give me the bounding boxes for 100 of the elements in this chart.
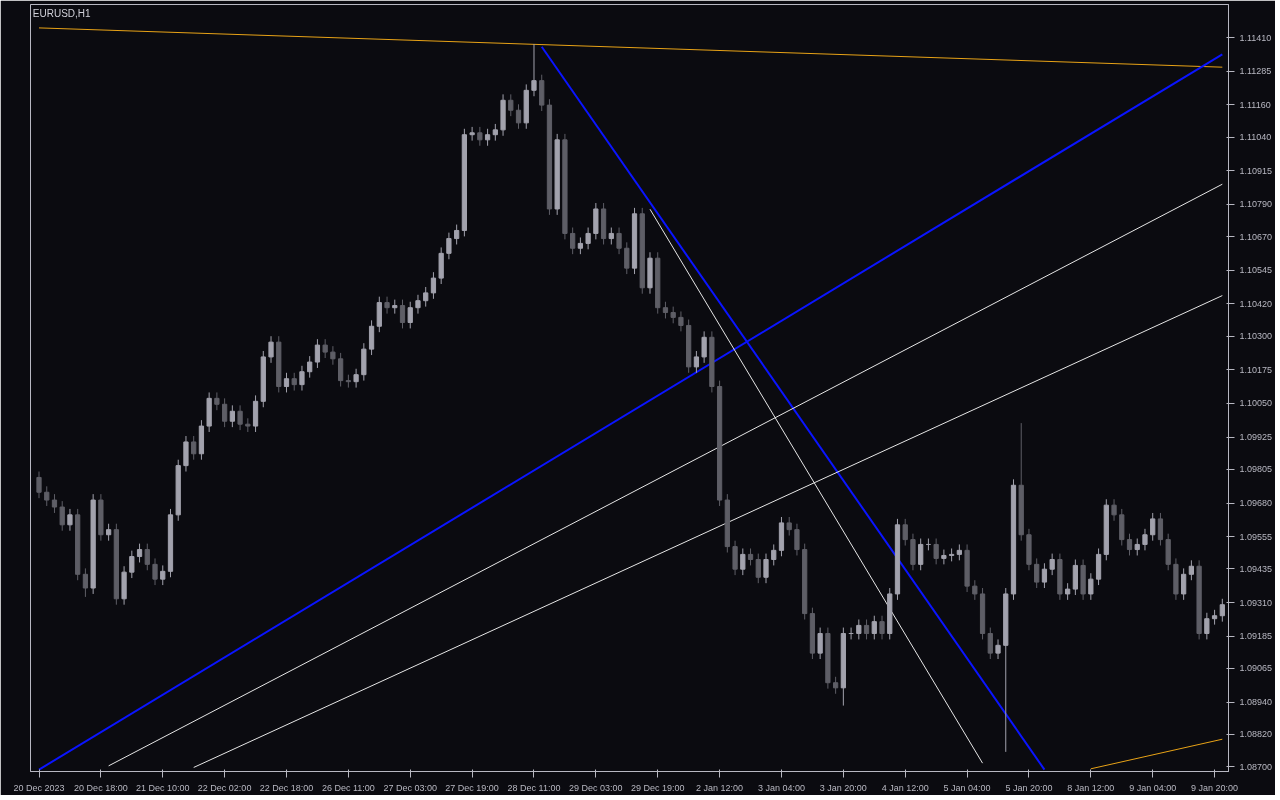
candlestick: [794, 523, 800, 556]
candlestick: [477, 126, 483, 147]
candlestick: [817, 627, 823, 660]
candlestick: [995, 638, 1001, 660]
candlestick: [430, 271, 437, 300]
candlestick: [299, 365, 305, 392]
candlestick: [51, 493, 58, 514]
candlestick: [446, 232, 452, 260]
candlestick: [1150, 512, 1156, 542]
candlestick: [531, 43, 537, 97]
candlestick: [322, 338, 328, 359]
y-tick-label: 1.10915: [1239, 165, 1273, 176]
candlestick: [771, 543, 777, 566]
y-tick-label: 1.10790: [1239, 199, 1273, 210]
x-tick-label: 28 Dec 11:00: [507, 782, 561, 793]
candlestick: [1219, 598, 1225, 623]
x-tick-label: 20 Dec 2023: [13, 782, 65, 793]
candlestick: [933, 538, 939, 565]
candlestick: [191, 435, 197, 461]
y-tick-label: 1.11285: [1239, 66, 1272, 77]
candlestick: [423, 286, 429, 308]
candlestick: [1157, 512, 1164, 547]
candlestick: [987, 627, 993, 660]
y-tick-label: 1.11410: [1239, 32, 1272, 43]
candlestick: [376, 296, 382, 333]
x-tick-label: 29 Dec 03:00: [569, 782, 623, 793]
x-tick-label: 27 Dec 19:00: [445, 782, 499, 793]
x-tick-label: 4 Jan 12:00: [881, 782, 929, 793]
candlestick: [160, 564, 166, 586]
x-tick-label: 2 Jan 12:00: [696, 782, 744, 793]
y-tick-label: 1.09065: [1239, 663, 1273, 674]
x-tick-label: 5 Jan 04:00: [943, 782, 991, 793]
y-tick-label: 1.10300: [1239, 331, 1273, 342]
candlestick: [368, 319, 375, 356]
x-tick-label: 9 Jan 20:00: [1191, 782, 1239, 793]
candlestick: [701, 330, 707, 364]
candlestick: [1034, 557, 1040, 589]
candlestick: [1204, 612, 1210, 640]
candlestick: [469, 126, 475, 142]
y-tick-label: 1.09555: [1239, 531, 1273, 542]
candlestick: [144, 543, 150, 571]
y-tick-label: 1.09925: [1239, 432, 1273, 443]
candlestick: [786, 516, 792, 537]
candlestick: [229, 404, 235, 428]
y-tick-label: 1.09680: [1239, 498, 1273, 509]
y-tick-label: 1.08940: [1239, 697, 1273, 708]
candlestick: [763, 553, 769, 584]
candlestick: [44, 485, 50, 507]
x-tick-label: 29 Dec 19:00: [630, 782, 685, 793]
candlestick: [399, 299, 406, 329]
y-tick-label: 1.11160: [1239, 99, 1271, 110]
y-tick-label: 1.10175: [1239, 364, 1273, 375]
y-tick-label: 1.09435: [1239, 563, 1273, 574]
candlestick: [941, 549, 947, 565]
x-tick-label: 21 Dec 10:00: [135, 782, 190, 793]
candlestick: [740, 547, 746, 576]
candlestick: [36, 471, 42, 499]
candlestick: [1088, 572, 1094, 601]
candlestick: [222, 397, 228, 428]
candlestick: [129, 550, 135, 579]
x-tick-label: 8 Jan 12:00: [1067, 782, 1115, 793]
candlestick: [693, 350, 700, 374]
candlestick: [454, 224, 460, 245]
candlestick: [268, 335, 274, 364]
x-tick-label: 3 Jan 04:00: [757, 782, 805, 793]
candlestick: [1181, 567, 1187, 601]
candlestick: [237, 404, 243, 431]
candlestick: [283, 372, 290, 393]
candlestick: [918, 538, 924, 571]
y-tick-label: 1.09185: [1239, 631, 1273, 642]
candlestick: [1126, 533, 1133, 556]
candlestick: [353, 368, 359, 389]
candlestick: [1188, 559, 1194, 581]
x-tick-label: 3 Jan 20:00: [819, 782, 867, 793]
y-tick-label: 1.11040: [1239, 132, 1272, 143]
candlestick: [338, 352, 344, 388]
candlestick: [678, 310, 684, 332]
candlestick: [67, 508, 73, 532]
x-tick-label: 20 Dec 18:00: [74, 782, 128, 793]
candlestick: [82, 567, 89, 598]
candlestick: [407, 301, 413, 329]
y-tick-label: 1.10050: [1239, 398, 1273, 409]
y-tick-label: 1.08820: [1239, 729, 1273, 740]
y-tick-label: 1.09805: [1239, 464, 1273, 475]
x-tick-label: 22 Dec 18:00: [259, 782, 314, 793]
candlestick: [755, 553, 761, 584]
candlestick: [330, 345, 336, 366]
x-tick-label: 5 Jan 20:00: [1005, 782, 1053, 793]
y-tick-label: 1.10670: [1239, 231, 1273, 242]
candlestick: [515, 103, 522, 130]
x-tick-label: 27 Dec 03:00: [383, 782, 438, 793]
x-tick-label: 22 Dec 02:00: [197, 782, 252, 793]
candlestick: [902, 518, 908, 547]
candlestick: [508, 93, 514, 117]
y-tick-label: 1.09310: [1239, 597, 1273, 608]
candlestick: [1142, 528, 1148, 551]
candlestick: [585, 227, 591, 250]
candlestick: [307, 355, 313, 379]
candlestick: [871, 615, 877, 640]
candlestick: [314, 338, 321, 369]
